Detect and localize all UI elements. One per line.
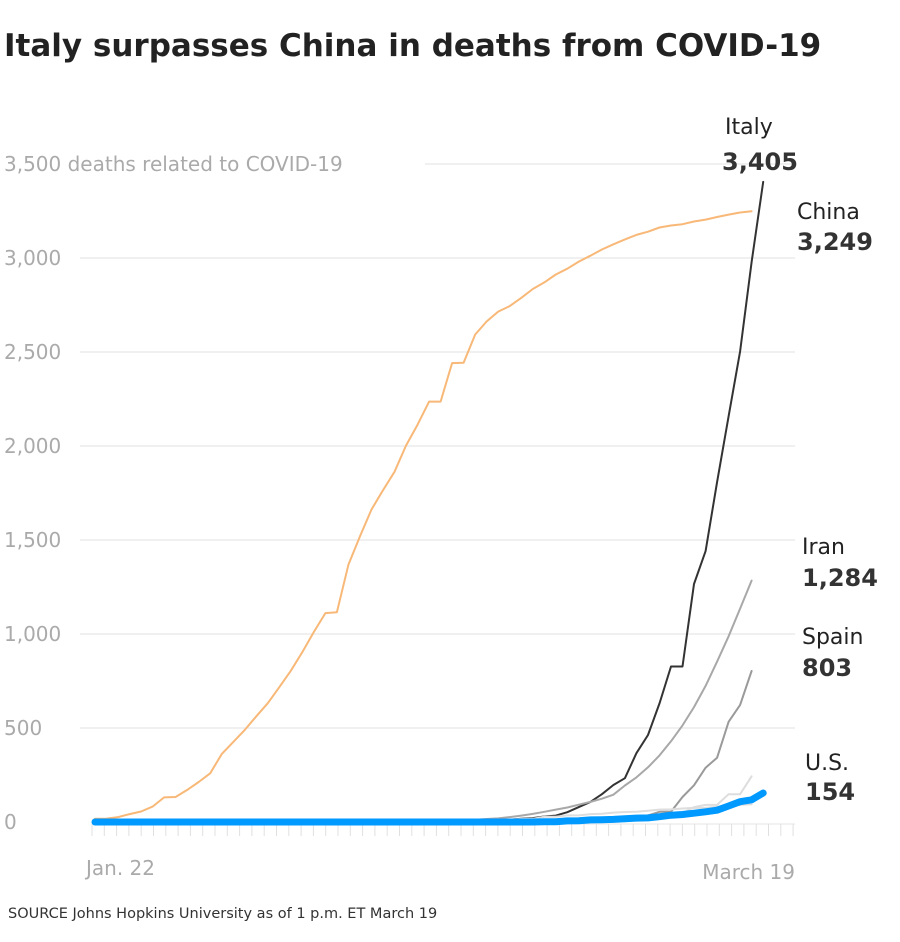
y-tick-label: 500 — [4, 716, 42, 740]
x-axis — [91, 823, 795, 836]
series-value-spain: 803 — [802, 654, 852, 682]
series-name-spain: Spain — [802, 625, 863, 650]
y-tick-label: 1,000 — [4, 622, 61, 646]
series-line-china — [94, 210, 753, 820]
y-tick-label: 3,500 deaths related to COVID-19 — [4, 152, 343, 176]
series-line-spain — [94, 670, 753, 823]
x-tick-label-end: March 19 — [702, 860, 795, 884]
y-axis: 0 500 1,000 1,500 2,000 2,500 3,000 3,500 death… — [4, 152, 343, 834]
y-tick-label: 3,000 — [4, 246, 61, 270]
series-name-china: China — [797, 200, 860, 225]
series-value-china: 3,249 — [797, 228, 873, 256]
grid — [80, 163, 795, 729]
series-name-us: U.S. — [805, 751, 849, 776]
y-tick-label: 2,000 — [4, 434, 61, 458]
chart-title: Italy surpasses China in deaths from COV… — [4, 28, 821, 64]
series-name-iran: Iran — [802, 535, 845, 560]
series-value-us: 154 — [805, 778, 855, 806]
y-tick-label: 1,500 — [4, 528, 61, 552]
series-line-italy — [94, 180, 765, 823]
source-note: SOURCE Johns Hopkins University as of 1 … — [8, 906, 437, 922]
series-line-us — [91, 789, 767, 826]
x-tick-label-start: Jan. 22 — [84, 856, 155, 880]
series-lines — [91, 180, 767, 826]
series-value-iran: 1,284 — [802, 564, 878, 592]
series-name-italy: Italy — [725, 115, 773, 140]
y-tick-label: 2,500 — [4, 340, 61, 364]
series-value-italy: 3,405 — [722, 148, 798, 176]
y-tick-label: 0 — [4, 810, 17, 834]
series-labels: China 3,249 Italy 3,405 Iran 1,284 Spain 803 U.S… — [722, 115, 878, 806]
